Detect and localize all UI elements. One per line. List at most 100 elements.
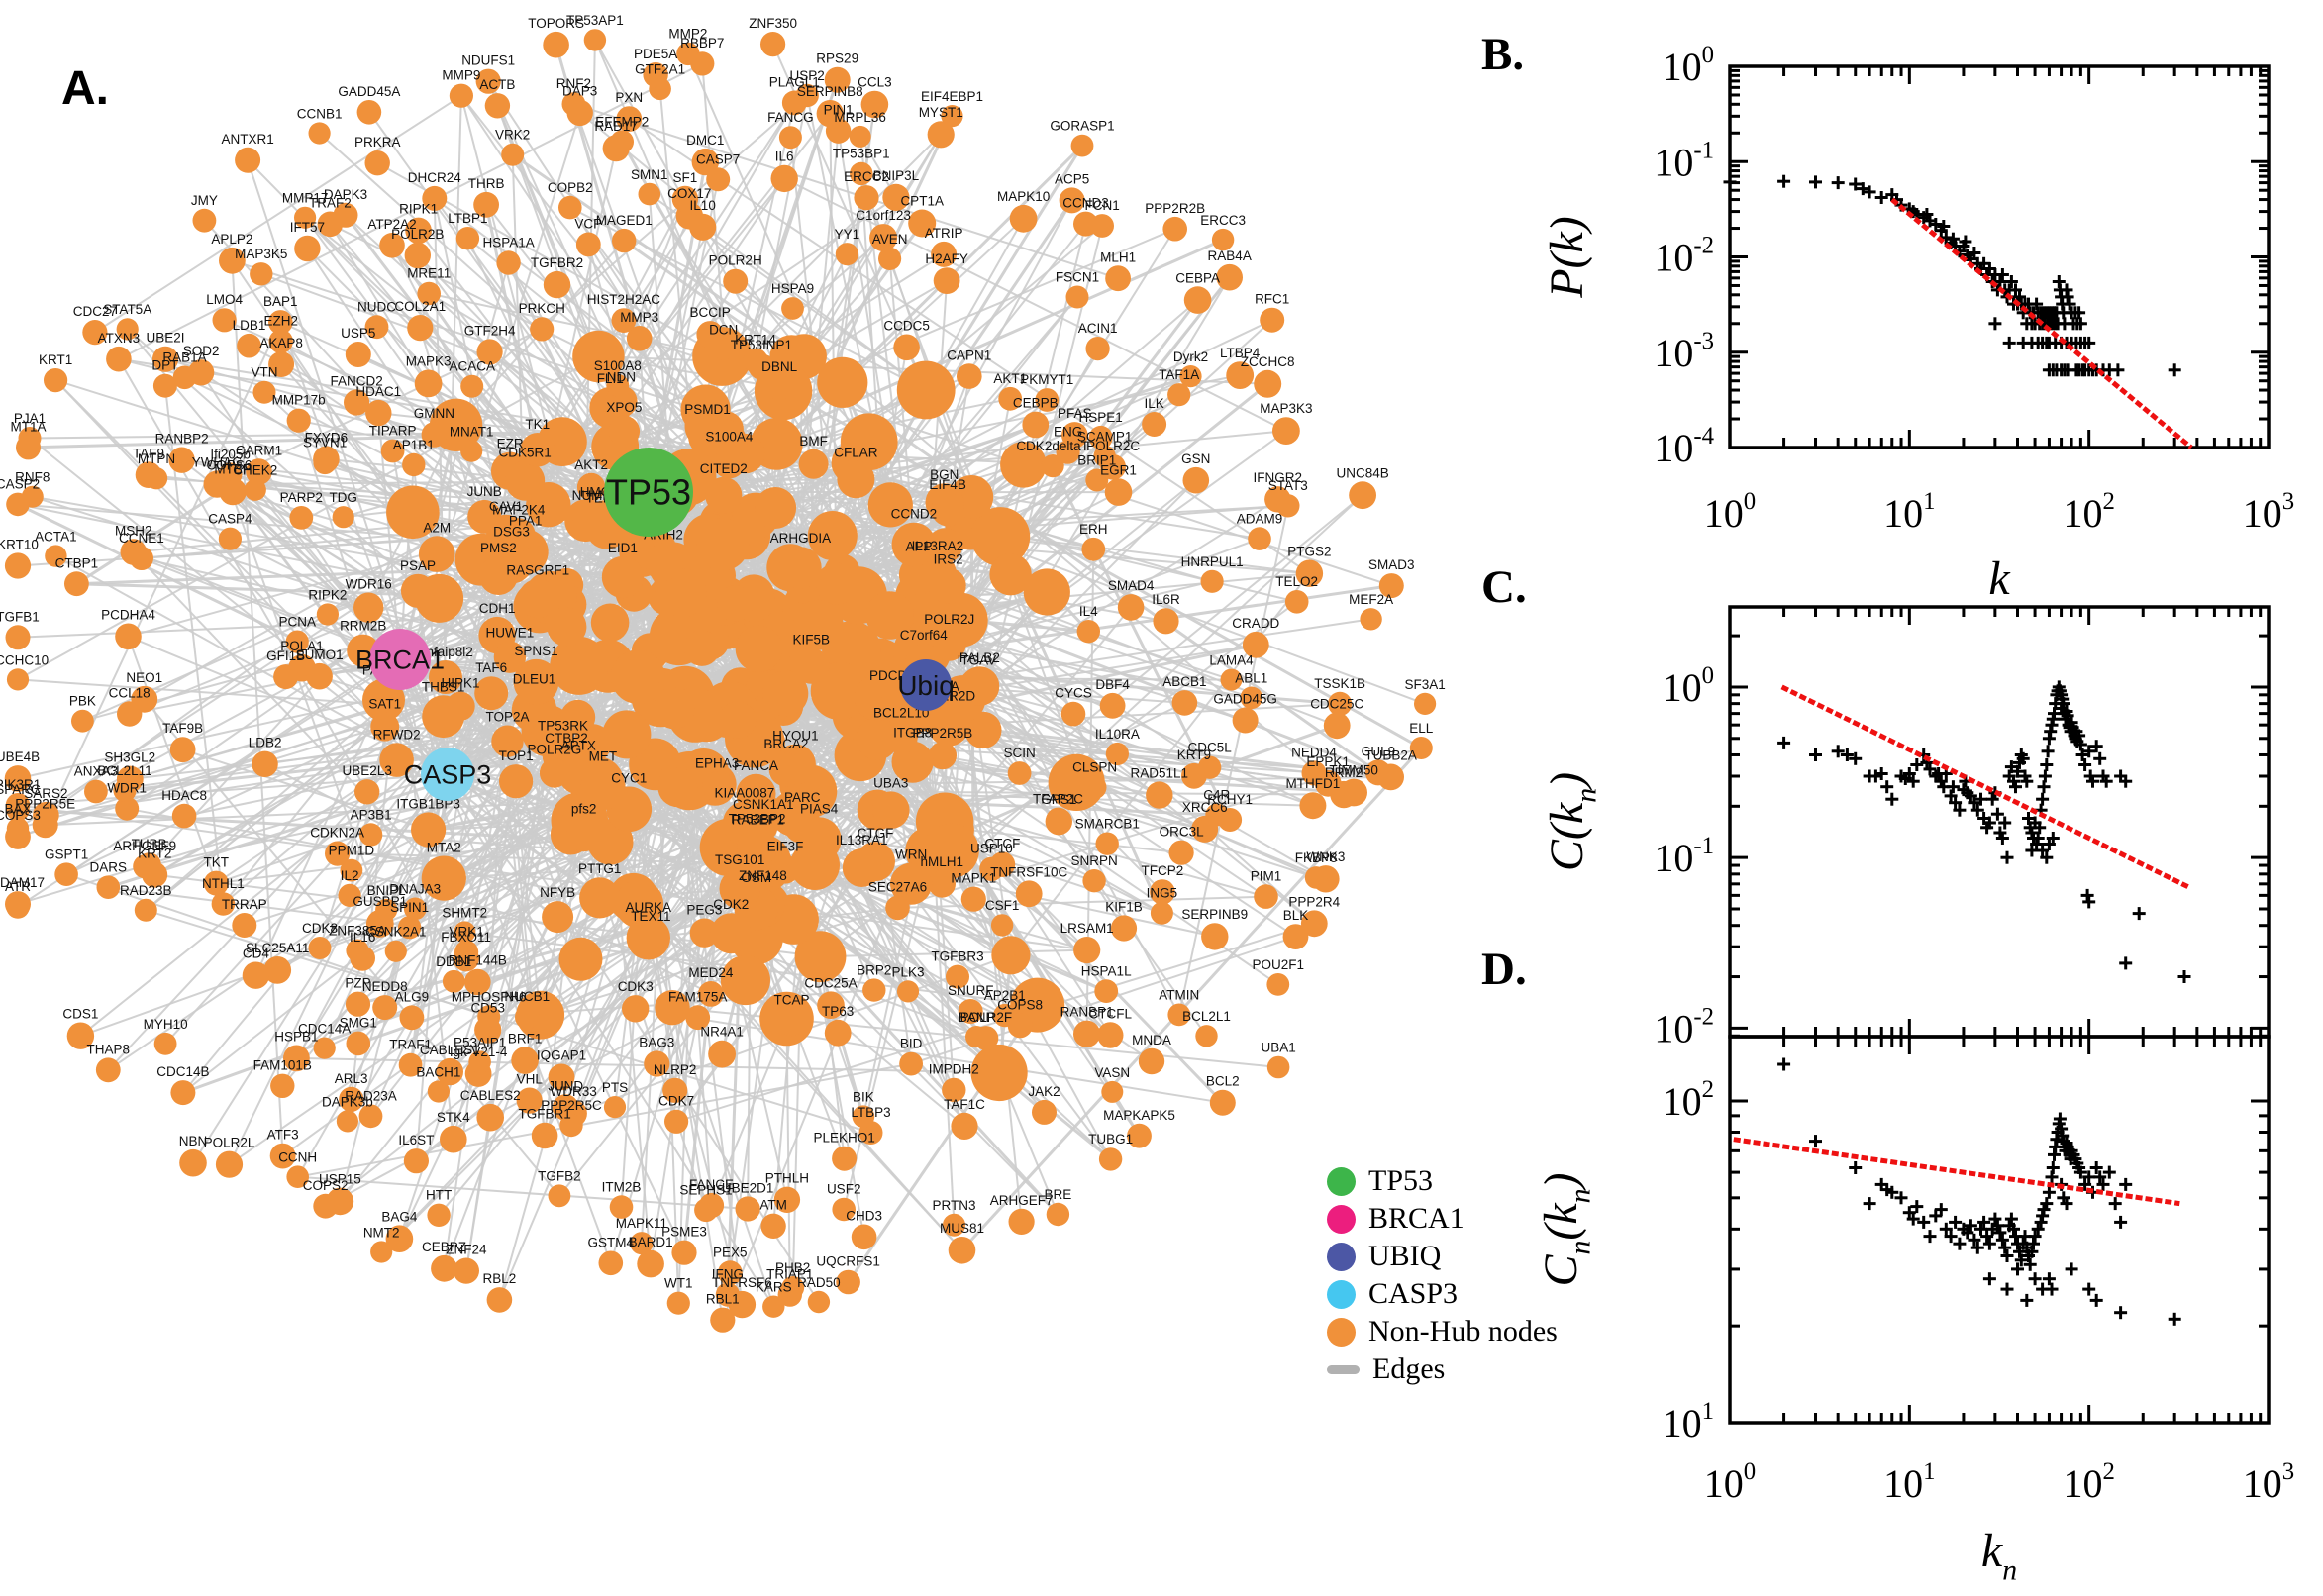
network-node[interactable]: [115, 796, 140, 821]
network-node[interactable]: [869, 224, 898, 252]
network-node[interactable]: [5, 793, 31, 818]
network-node[interactable]: [486, 1287, 513, 1313]
network-node[interactable]: [777, 1008, 806, 1037]
network-node[interactable]: [1073, 1020, 1101, 1047]
network-node[interactable]: [837, 460, 875, 499]
network-node[interactable]: [653, 687, 695, 730]
network-node[interactable]: [82, 320, 108, 346]
network-node[interactable]: [1191, 815, 1219, 843]
network-node[interactable]: [45, 545, 67, 567]
network-node[interactable]: [400, 573, 436, 608]
network-node[interactable]: [602, 135, 630, 162]
network-node[interactable]: [4, 552, 32, 579]
network-node[interactable]: [694, 1198, 718, 1223]
network-node[interactable]: [760, 31, 786, 57]
network-node[interactable]: [211, 892, 236, 916]
network-node[interactable]: [152, 373, 177, 398]
network-node[interactable]: [793, 648, 830, 684]
network-node[interactable]: [1061, 422, 1088, 449]
network-node[interactable]: [991, 936, 1031, 975]
network-node[interactable]: [717, 585, 754, 622]
network-node[interactable]: [664, 1109, 689, 1134]
network-node[interactable]: [1076, 620, 1101, 644]
network-node[interactable]: [1081, 537, 1106, 561]
network-node[interactable]: [402, 452, 426, 477]
network-node[interactable]: [795, 83, 819, 108]
network-node[interactable]: [612, 228, 637, 253]
network-node[interactable]: [1340, 778, 1367, 807]
network-node[interactable]: [852, 1105, 875, 1128]
network-node[interactable]: [268, 329, 293, 353]
network-node[interactable]: [340, 858, 363, 882]
network-node[interactable]: [325, 841, 351, 866]
network-node[interactable]: [289, 506, 314, 530]
network-node[interactable]: [960, 886, 986, 912]
network-node[interactable]: [95, 1057, 121, 1083]
network-node[interactable]: [513, 658, 559, 705]
network-node[interactable]: [313, 1037, 336, 1059]
network-node[interactable]: [1007, 761, 1032, 785]
network-node[interactable]: [64, 571, 89, 597]
network-node[interactable]: [609, 1195, 634, 1219]
network-node[interactable]: [824, 1019, 852, 1047]
network-node[interactable]: [598, 1250, 624, 1276]
network-node[interactable]: [1195, 1025, 1218, 1047]
network-node[interactable]: [689, 918, 720, 948]
network-node[interactable]: [54, 862, 78, 886]
network-node[interactable]: [6, 492, 30, 517]
network-node[interactable]: [832, 1197, 856, 1222]
network-node[interactable]: [518, 578, 558, 619]
network-node[interactable]: [655, 990, 690, 1026]
network-node[interactable]: [849, 125, 871, 148]
network-node[interactable]: [862, 978, 886, 1002]
network-node[interactable]: [766, 374, 792, 401]
network-node[interactable]: [719, 868, 760, 910]
network-node[interactable]: [928, 870, 956, 898]
network-node[interactable]: [970, 507, 1031, 566]
network-node[interactable]: [453, 1257, 479, 1284]
network-node[interactable]: [134, 898, 157, 922]
network-node[interactable]: [626, 326, 653, 351]
network-node[interactable]: [404, 242, 431, 269]
network-node[interactable]: [505, 460, 546, 501]
network-node[interactable]: [440, 1125, 467, 1153]
network-node[interactable]: [958, 668, 995, 706]
network-node[interactable]: [1162, 216, 1187, 242]
network-node[interactable]: [268, 310, 293, 335]
network-node[interactable]: [203, 870, 229, 896]
network-node[interactable]: [436, 1057, 463, 1086]
network-node[interactable]: [1304, 866, 1328, 889]
network-node[interactable]: [169, 737, 196, 763]
network-node[interactable]: [835, 243, 859, 266]
network-node[interactable]: [133, 854, 157, 879]
network-node[interactable]: [1349, 481, 1376, 510]
network-node[interactable]: [1127, 1123, 1152, 1148]
network-node[interactable]: [113, 778, 137, 803]
network-node[interactable]: [263, 956, 292, 984]
network-node[interactable]: [872, 791, 910, 829]
network-node[interactable]: [768, 752, 804, 787]
network-node[interactable]: [720, 954, 771, 1006]
network-node[interactable]: [931, 492, 964, 527]
network-node[interactable]: [719, 701, 757, 739]
network-node[interactable]: [358, 823, 383, 847]
network-node[interactable]: [6, 668, 30, 691]
network-node[interactable]: [658, 568, 707, 618]
network-node[interactable]: [1105, 742, 1129, 766]
network-node[interactable]: [1032, 1099, 1057, 1125]
network-node[interactable]: [66, 1022, 95, 1049]
network-node[interactable]: [644, 1050, 670, 1077]
network-node[interactable]: [548, 1063, 575, 1091]
network-node[interactable]: [1218, 808, 1243, 832]
network-node[interactable]: [643, 61, 668, 88]
network-node[interactable]: [244, 478, 266, 501]
network-node[interactable]: [172, 365, 197, 390]
network-node[interactable]: [269, 1143, 296, 1169]
network-node[interactable]: [530, 317, 555, 342]
network-node[interactable]: [710, 1307, 736, 1333]
network-node[interactable]: [689, 213, 717, 241]
network-node[interactable]: [317, 211, 344, 238]
network-node[interactable]: [468, 1050, 491, 1073]
network-node[interactable]: [1082, 775, 1107, 800]
network-node[interactable]: [399, 1005, 425, 1031]
